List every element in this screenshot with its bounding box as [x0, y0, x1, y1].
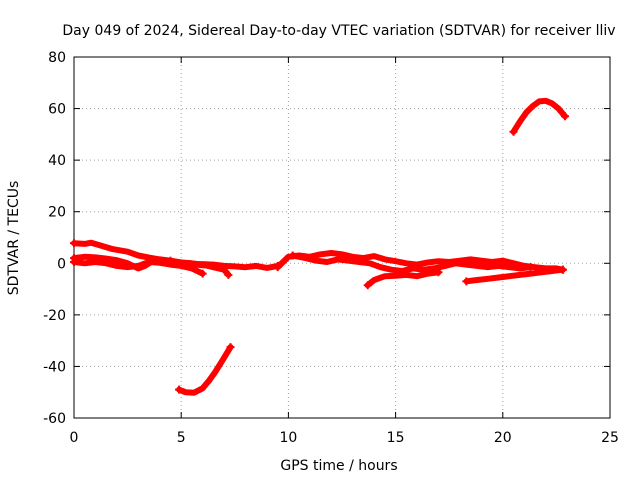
series-arc-3: [71, 259, 206, 277]
data-point-marker: [226, 343, 235, 352]
x-tick-label: 20: [494, 430, 512, 446]
series-arc-6: [289, 252, 534, 274]
x-tick-label: 5: [177, 430, 186, 446]
y-tick-label: 20: [48, 205, 66, 221]
x-axis-tick-labels: 0 5 10 15 20 25: [70, 430, 619, 446]
x-tick-label: 10: [279, 430, 297, 446]
data-point-marker: [70, 257, 78, 266]
y-tick-label: 40: [48, 153, 66, 169]
x-tick-label: 25: [601, 430, 619, 446]
data-series: [70, 97, 569, 396]
grid-lines: [74, 57, 610, 418]
series-arc-9: [510, 97, 568, 135]
axis-ticks: [73, 56, 611, 419]
y-axis-label: SDTVAR / TECUs: [6, 181, 22, 296]
data-point-marker: [273, 263, 282, 272]
data-point-marker: [509, 127, 518, 136]
y-tick-label: -20: [43, 308, 66, 324]
series-arc-10: [176, 344, 234, 396]
y-tick-label: 60: [48, 102, 66, 118]
y-tick-label: -60: [43, 411, 66, 427]
data-point-marker: [166, 256, 175, 265]
data-point-marker: [560, 112, 569, 121]
data-point-marker: [175, 385, 184, 394]
series-arc-8: [463, 266, 566, 285]
chart-title: Day 049 of 2024, Sidereal Day-to-day VTE…: [62, 23, 615, 39]
data-point-marker: [70, 239, 78, 248]
data-point-marker: [558, 265, 567, 274]
data-point-marker: [363, 281, 372, 290]
x-tick-label: 0: [70, 430, 79, 446]
series-arc-4: [167, 257, 232, 278]
data-point-marker: [434, 268, 443, 277]
x-tick-label: 15: [387, 430, 405, 446]
data-point-marker: [224, 270, 233, 279]
y-tick-label: -40: [43, 359, 66, 375]
data-point-marker: [288, 251, 297, 260]
plot-frame: [73, 56, 611, 419]
y-tick-label: 80: [48, 50, 66, 66]
series-arc-2: [71, 253, 281, 272]
series-arc-7: [364, 269, 442, 289]
data-point-marker: [462, 277, 471, 286]
series-arc-5: [274, 250, 566, 273]
data-point-marker: [526, 263, 535, 272]
y-axis-tick-labels: -60 -40 -20 0 20 40 60 80: [43, 50, 66, 427]
x-axis-label: GPS time / hours: [280, 458, 397, 474]
y-tick-label: 0: [57, 256, 66, 272]
data-point-marker: [198, 269, 207, 278]
